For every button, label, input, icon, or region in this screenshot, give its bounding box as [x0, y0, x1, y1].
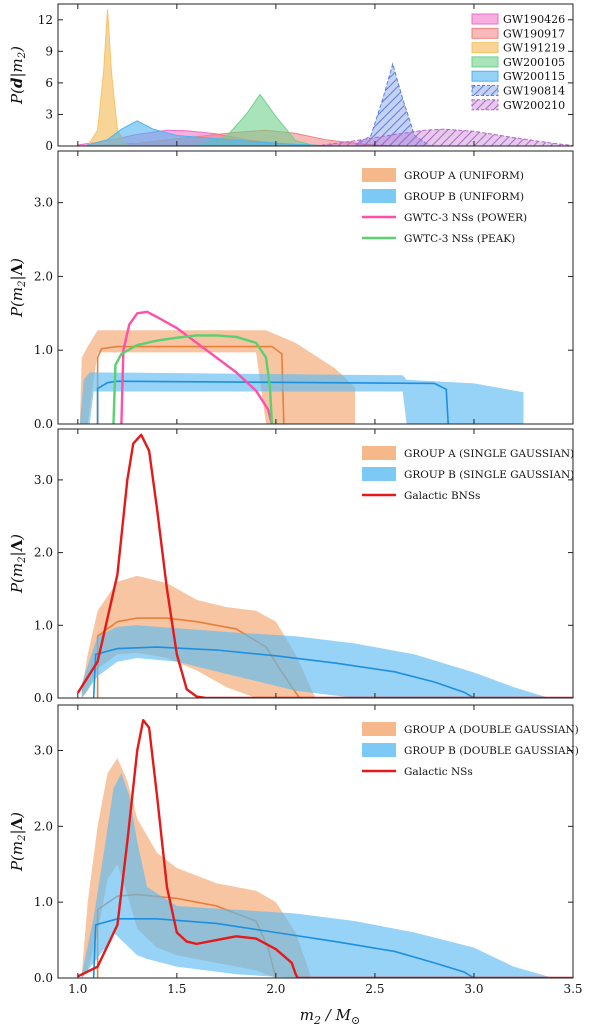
- y-tick-label: 3.0: [34, 196, 53, 210]
- y-tick-label: 0.0: [34, 971, 53, 985]
- legend-label: GROUP B (UNIFORM): [404, 191, 524, 203]
- y-axis-label: P(d|m2): [8, 46, 28, 105]
- legend-double-gaussian: GROUP A (DOUBLE GAUSSIAN) GROUP B (DOUBLE…: [362, 722, 579, 778]
- legend-label: Galactic NSs: [404, 766, 473, 778]
- panel-frame: [57, 428, 574, 699]
- y-tick-label: 12: [38, 13, 53, 27]
- band-group-b-single-gaussian: [81, 625, 550, 698]
- median-group-a-uniform: [96, 345, 285, 424]
- legend-swatch: [362, 446, 396, 460]
- legend-label: GW190426: [503, 13, 565, 26]
- pdf-area-gw190814: [354, 62, 432, 146]
- y-tick-label: 3: [45, 107, 53, 121]
- legend-label: GROUP A (DOUBLE GAUSSIAN): [404, 724, 579, 736]
- panel-frame: [57, 704, 574, 979]
- legend-label: GW191219: [503, 42, 565, 55]
- y-tick-label: 3.0: [34, 473, 53, 487]
- panel-top: 036912P(d|m2)GW190426GW190917GW191219GW2…: [8, 3, 574, 153]
- legend-label: GW200210: [503, 99, 565, 112]
- legend-swatch: [471, 27, 499, 39]
- legend-label: GW190814: [503, 85, 565, 98]
- legend-label: GROUP B (SINGLE GAUSSIAN): [404, 469, 574, 481]
- y-tick-label: 2.0: [34, 819, 53, 833]
- y-axis-label: P(m2|Λ): [8, 258, 28, 318]
- y-tick-label: 0: [45, 139, 53, 153]
- x-tick-label: 2.0: [266, 982, 285, 996]
- pdf-area-gw200115: [87, 120, 336, 146]
- plot-area-uniform: [79, 310, 524, 424]
- x-tick-label: 2.5: [365, 982, 384, 996]
- legend-swatch: [471, 99, 499, 111]
- legend-swatch: [471, 42, 499, 54]
- legend-swatch: [471, 13, 499, 25]
- x-tick-label: 1.5: [167, 982, 186, 996]
- legend-single-gaussian: GROUP A (SINGLE GAUSSIAN) GROUP B (SINGLE…: [362, 446, 574, 502]
- legend-label: GW200115: [503, 70, 565, 83]
- y-tick-label: 3.0: [34, 744, 53, 758]
- x-tick-label: 3.0: [464, 982, 483, 996]
- x-axis-label: m2 / M⊙: [300, 1006, 360, 1027]
- x-tick-label: 3.5: [563, 982, 582, 996]
- legend-swatch: [362, 168, 396, 182]
- y-tick-label: 0.0: [34, 417, 53, 431]
- legend-label: GW190917: [503, 27, 565, 40]
- y-tick-label: 1.0: [34, 343, 53, 357]
- panel-uniform: 0.01.02.03.0P(m2|Λ)GROUP A (UNIFORM)GROU…: [8, 150, 574, 431]
- legend-label: GROUP B (DOUBLE GAUSSIAN): [404, 745, 579, 757]
- y-tick-label: 0.0: [34, 691, 53, 705]
- legend-label: GROUP A (SINGLE GAUSSIAN): [404, 448, 574, 460]
- y-axis-label: P(m2|Λ): [8, 812, 28, 872]
- legend-uniform: GROUP A (UNIFORM) GROUP B (UNIFORM) GWTC-3…: [362, 168, 527, 245]
- legend-label: GWTC-3 NSs (PEAK): [404, 233, 515, 245]
- pdf-area-gw191219: [87, 9, 128, 146]
- y-tick-label: 1.0: [34, 618, 53, 632]
- legend-label: GWTC-3 NSs (POWER): [404, 212, 527, 224]
- y-axis-label: P(m2|Λ): [8, 534, 28, 594]
- y-tick-label: 1.0: [34, 895, 53, 909]
- median-group-b-single-gaussian: [92, 646, 475, 698]
- y-tick-label: 2.0: [34, 546, 53, 560]
- legend-swatch: [471, 56, 499, 68]
- plot-area-double-gaussian: [77, 718, 573, 978]
- panel-single-gaussian: 0.0 1.0 2.0 3.0 P(m2|Λ) GROUP A (SINGLE GAUSS…: [8, 428, 574, 705]
- panel-frame: [57, 150, 574, 425]
- median-group-b-uniform: [96, 380, 450, 424]
- pdf-area-gw200210: [315, 128, 573, 146]
- panel-frame: [57, 3, 574, 147]
- legend-swatch: [362, 722, 396, 736]
- legend-label: GROUP A (UNIFORM): [404, 170, 524, 182]
- legend-swatch: [471, 85, 499, 96]
- x-tick-label: 1.0: [68, 982, 87, 996]
- band-group-b-double-gaussian: [81, 773, 554, 978]
- legend-swatch: [362, 743, 396, 757]
- y-tick-label: 6: [45, 76, 53, 90]
- legend-swatch: [362, 189, 396, 203]
- y-tick-label: 2.0: [34, 269, 53, 283]
- median-group-b-double-gaussian: [92, 918, 475, 978]
- band-group-a-uniform: [79, 330, 356, 424]
- legend-swatch: [362, 467, 396, 481]
- plot-area-top: [77, 9, 573, 146]
- legend-swatch: [471, 70, 499, 82]
- band-group-b-uniform: [79, 372, 524, 424]
- line-gwtc-3-nss-peak: [112, 334, 274, 424]
- panel-double-gaussian: 0.0 1.0 2.0 3.0 1.0 1.5 2.0 2.5 3.0 3.5 P(m2|Λ) GRO…: [8, 704, 583, 996]
- line-gwtc-3-nss-power: [120, 310, 274, 424]
- legend-label: GW200105: [503, 56, 565, 69]
- legend-label: Galactic BNSs: [404, 490, 480, 502]
- line-galactic-nss: [77, 718, 573, 978]
- y-tick-label: 9: [45, 44, 53, 58]
